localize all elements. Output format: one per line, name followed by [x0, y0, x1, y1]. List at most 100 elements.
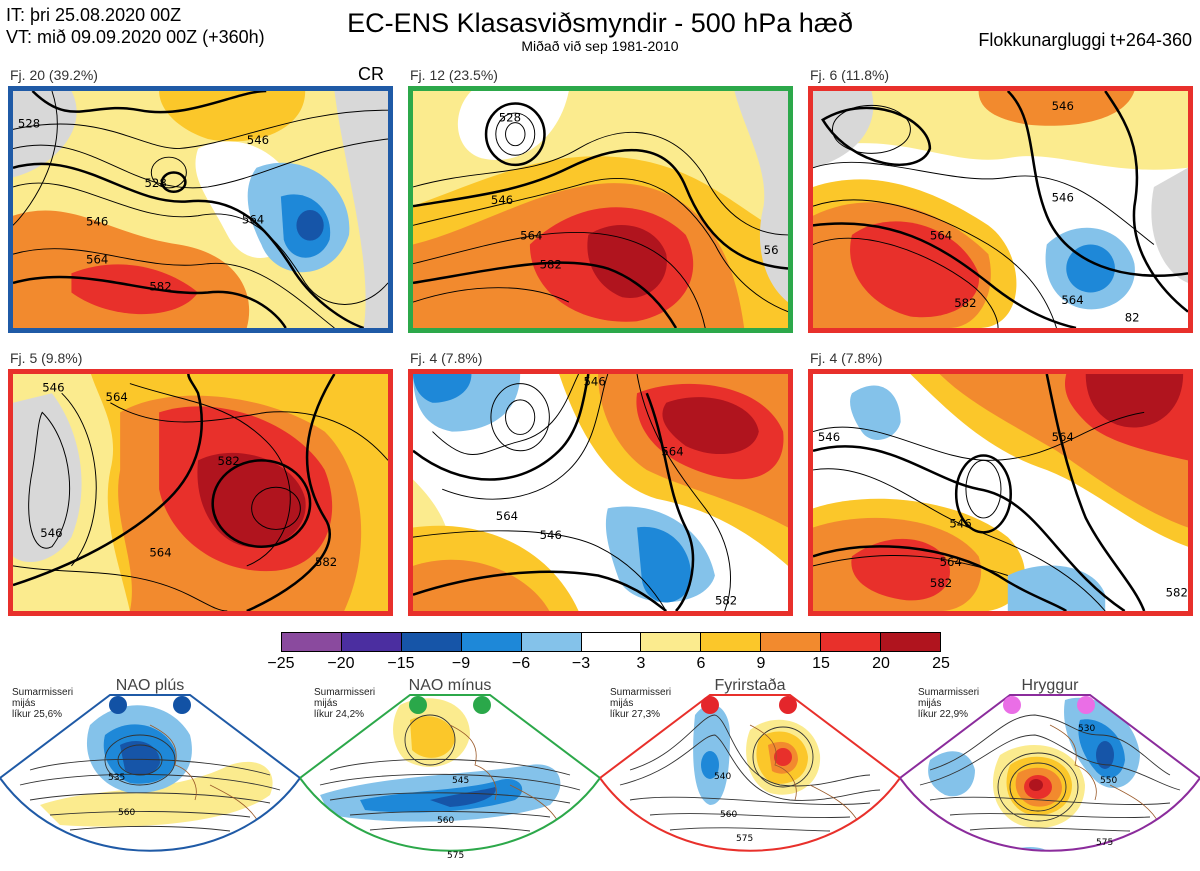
- regime-contour-label: 560: [720, 810, 737, 820]
- contour-label: 546: [247, 133, 269, 147]
- colorbar-swatch: [761, 633, 822, 651]
- cluster-map-3: 546 546 564 582 564 82: [808, 86, 1193, 333]
- contour-label: 528: [144, 176, 166, 190]
- regime-marker-dot: [701, 696, 719, 714]
- regime-likelihood: líkur 27,3%: [610, 709, 661, 720]
- regime-season: Sumarmisseri: [918, 687, 980, 698]
- classification-window: Flokkunargluggi t+264-360: [978, 30, 1192, 50]
- cluster-label-4: Fj. 5 (9.8%): [10, 350, 83, 366]
- cluster-label-1: Fj. 20 (39.2%): [10, 67, 98, 83]
- colorbar-swatch: [701, 633, 762, 651]
- anomaly-colorbar: [281, 632, 941, 652]
- regime-season: Sumarmisseri: [12, 687, 74, 698]
- initial-time: IT: þri 25.08.2020 00Z: [6, 5, 182, 25]
- contour-label: 564: [242, 212, 264, 226]
- contour-label: 546: [491, 193, 513, 207]
- contour-label: 546: [818, 430, 840, 444]
- contour-label: 564: [930, 229, 952, 243]
- regime-name: NAO plús: [115, 677, 185, 694]
- colorbar-tick: 25: [932, 655, 950, 672]
- cluster-label-6: Fj. 4 (7.8%): [810, 350, 883, 366]
- cluster-map-6: 546 564 546 564 582 582: [808, 369, 1193, 616]
- colorbar-tick: 15: [812, 655, 830, 672]
- regime-meaning: mijás: [918, 698, 942, 709]
- regime-marker-dot: [409, 696, 427, 714]
- contour-label: 564: [940, 555, 962, 569]
- colorbar-tick: 3: [636, 655, 646, 672]
- contour-label: 582: [218, 454, 240, 468]
- colorbar-swatch: [581, 633, 642, 651]
- cluster-label-3: Fj. 6 (11.8%): [810, 67, 890, 83]
- regime-likelihood: líkur 22,9%: [918, 709, 969, 720]
- regime-contour-label: 540: [714, 772, 731, 782]
- colorbar-swatch: [521, 633, 582, 651]
- contour-label: 564: [86, 253, 108, 267]
- regime-season: Sumarmisseri: [610, 687, 672, 698]
- colorbar-tick: −20: [327, 655, 355, 672]
- colorbar-swatch: [821, 633, 882, 651]
- regime-contour-label: 575: [736, 834, 753, 844]
- control-run-tag: CR: [358, 64, 384, 84]
- regime-contour-label: 550: [1100, 776, 1117, 786]
- regime-contour-label: 530: [1078, 724, 1095, 734]
- contour-label: 564: [1061, 293, 1083, 307]
- regime-ridge: 530 550 575 Hryggur Sumarmisseri mijás l…: [900, 675, 1200, 871]
- contour-label: 528: [18, 117, 40, 131]
- regime-name: NAO mínus: [408, 677, 492, 694]
- contour-label: 546: [949, 517, 971, 531]
- colorbar-tick: −15: [387, 655, 415, 672]
- contour-label: 546: [540, 528, 562, 542]
- contour-label: 546: [1052, 99, 1074, 113]
- contour-label: 564: [520, 229, 542, 243]
- regime-likelihood: líkur 24,2%: [314, 709, 365, 720]
- contour-label: 564: [149, 545, 171, 559]
- regime-contour-label: 560: [118, 808, 135, 818]
- regime-contour-label: 545: [452, 776, 469, 786]
- colorbar-swatch: [641, 633, 702, 651]
- cluster-map-4: 546 564 582 564 546 582: [8, 369, 393, 616]
- contour-label: 546: [40, 526, 62, 540]
- regime-likelihood: líkur 25,6%: [12, 709, 63, 720]
- contour-label: 564: [1052, 430, 1074, 444]
- valid-time: VT: mið 09.09.2020 00Z (+360h): [6, 27, 265, 47]
- regime-contour-label: 535: [108, 773, 125, 783]
- regime-name: Hryggur: [1021, 677, 1079, 694]
- regime-marker-dot: [109, 696, 127, 714]
- colorbar-tick: −3: [571, 655, 591, 672]
- cluster-label-5: Fj. 4 (7.8%): [410, 350, 483, 366]
- page-subtitle: Miðað við sep 1981-2010: [521, 38, 679, 54]
- regime-marker-dot: [1003, 696, 1021, 714]
- colorbar-tick: −9: [451, 655, 471, 672]
- regime-info: Sumarmisseri mijás líkur 25,6%: [12, 687, 73, 720]
- contour-label: 528: [499, 111, 521, 125]
- colorbar-tick: 6: [696, 655, 706, 672]
- regime-marker-dot: [173, 696, 191, 714]
- contour-label: 82: [1125, 310, 1140, 324]
- contour-label: 564: [661, 445, 683, 459]
- colorbar-tick: −25: [267, 655, 295, 672]
- contour-label: 546: [86, 214, 108, 228]
- regime-contour-label: 575: [1096, 838, 1113, 848]
- contour-label: 564: [106, 390, 128, 404]
- colorbar-tick: 9: [756, 655, 766, 672]
- contour-label: 582: [540, 258, 562, 272]
- regime-info: Sumarmisseri mijás líkur 22,9%: [918, 687, 979, 720]
- regime-meaning: mijás: [610, 698, 634, 709]
- contour-label: 582: [715, 593, 737, 607]
- colorbar-swatch: [401, 633, 462, 651]
- cluster-map-5: 546 564 546 564 582: [408, 369, 793, 616]
- regime-info: Sumarmisseri mijás líkur 27,3%: [610, 687, 671, 720]
- regime-contour-label: 575: [447, 851, 464, 861]
- contour-label: 582: [930, 576, 952, 590]
- regime-marker-dot: [779, 696, 797, 714]
- contour-label: 582: [149, 280, 171, 294]
- contour-label: 56: [764, 243, 779, 257]
- page-title: EC-ENS Klasasviðsmyndir - 500 hPa hæð: [347, 8, 853, 38]
- colorbar-swatch: [461, 633, 522, 651]
- colorbar-tick: 20: [872, 655, 890, 672]
- contour-label: 546: [42, 380, 64, 394]
- run-info: IT: þri 25.08.2020 00Z VT: mið 09.09.202…: [6, 4, 265, 48]
- regime-name: Fyrirstaða: [714, 677, 786, 694]
- regime-contour-label: 560: [437, 816, 454, 826]
- regime-nao-minus: 545 560 575 NAO mínus Sumarmisseri mijás…: [300, 675, 600, 871]
